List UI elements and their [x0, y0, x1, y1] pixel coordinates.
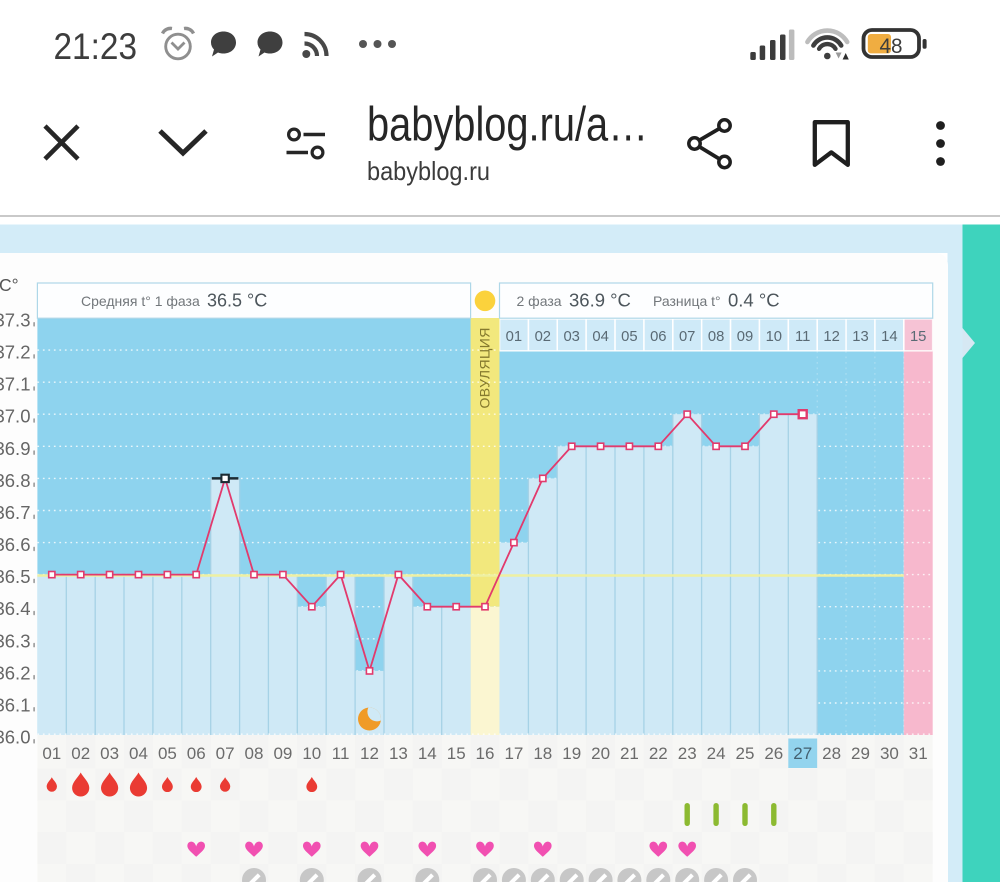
svg-text:26: 26: [764, 744, 783, 763]
svg-text:Средняя t° 1 фаза: Средняя t° 1 фаза: [81, 293, 200, 309]
svg-text:06: 06: [187, 744, 206, 763]
svg-text:17: 17: [504, 744, 523, 763]
svg-text:08: 08: [245, 744, 264, 763]
svg-text:25: 25: [736, 744, 755, 763]
svg-text:23: 23: [678, 744, 697, 763]
svg-text:36.3: 36.3: [0, 630, 31, 651]
svg-text:37.0: 37.0: [0, 406, 31, 427]
svg-text:09: 09: [273, 744, 292, 763]
svg-text:22: 22: [649, 744, 668, 763]
svg-text:36.0: 36.0: [0, 727, 31, 748]
svg-text:04: 04: [592, 329, 608, 345]
svg-text:02: 02: [71, 744, 90, 763]
svg-text:11: 11: [795, 329, 810, 345]
svg-text:36.2: 36.2: [0, 662, 31, 683]
svg-text:21:23: 21:23: [54, 26, 138, 67]
svg-text:36.5: 36.5: [0, 566, 31, 587]
svg-text:36.1: 36.1: [0, 695, 31, 716]
svg-text:31: 31: [909, 744, 928, 763]
svg-text:37.3: 37.3: [0, 310, 31, 331]
svg-text:19: 19: [562, 744, 581, 763]
svg-text:2 фаза: 2 фаза: [517, 293, 562, 309]
svg-text:11: 11: [332, 744, 350, 763]
svg-text:28: 28: [822, 744, 841, 763]
svg-text:07: 07: [679, 329, 695, 345]
svg-text:48: 48: [880, 34, 903, 58]
svg-text:ОВУЛЯЦИЯ: ОВУЛЯЦИЯ: [477, 327, 493, 408]
svg-text:24: 24: [707, 744, 726, 763]
svg-text:36.9: 36.9: [0, 438, 31, 459]
svg-text:36.5 °C: 36.5 °C: [207, 291, 267, 311]
svg-text:12: 12: [823, 329, 839, 345]
svg-text:36.9 °C: 36.9 °C: [569, 290, 631, 311]
svg-text:21: 21: [620, 744, 639, 763]
svg-text:06: 06: [650, 329, 666, 345]
svg-text:37.2: 37.2: [0, 342, 31, 363]
svg-text:36.8: 36.8: [0, 470, 31, 491]
svg-text:07: 07: [216, 744, 235, 763]
svg-text:10: 10: [302, 744, 321, 763]
svg-text:05: 05: [621, 329, 637, 345]
svg-text:15: 15: [447, 744, 466, 763]
svg-text:0.4 °C: 0.4 °C: [728, 290, 780, 311]
svg-text:30: 30: [880, 744, 899, 763]
svg-text:01: 01: [42, 744, 61, 763]
svg-text:18: 18: [533, 744, 552, 763]
svg-text:27: 27: [793, 744, 812, 763]
svg-text:37.1: 37.1: [0, 374, 31, 395]
svg-text:02: 02: [535, 329, 551, 345]
svg-text:15: 15: [910, 329, 926, 345]
svg-text:10: 10: [766, 329, 782, 345]
svg-text:04: 04: [129, 744, 148, 763]
svg-text:14: 14: [418, 744, 437, 763]
svg-text:36.7: 36.7: [0, 502, 31, 523]
svg-text:09: 09: [737, 329, 753, 345]
svg-text:08: 08: [708, 329, 724, 345]
svg-text:36.4: 36.4: [0, 598, 31, 619]
svg-text:C°: C°: [0, 275, 19, 295]
svg-text:05: 05: [158, 744, 177, 763]
svg-text:03: 03: [100, 744, 119, 763]
svg-text:babyblog.ru: babyblog.ru: [367, 156, 490, 186]
svg-text:14: 14: [881, 329, 897, 345]
svg-text:16: 16: [476, 744, 495, 763]
svg-text:20: 20: [591, 744, 610, 763]
svg-text:36.6: 36.6: [0, 534, 31, 555]
svg-text:03: 03: [563, 329, 579, 345]
svg-text:12: 12: [360, 744, 379, 763]
svg-text:13: 13: [389, 744, 408, 763]
svg-text:Разница t°: Разница t°: [653, 293, 721, 309]
svg-text:13: 13: [852, 329, 868, 345]
svg-text:29: 29: [851, 744, 870, 763]
svg-text:01: 01: [506, 329, 522, 345]
svg-text:babyblog.ru/a…: babyblog.ru/a…: [367, 99, 648, 152]
